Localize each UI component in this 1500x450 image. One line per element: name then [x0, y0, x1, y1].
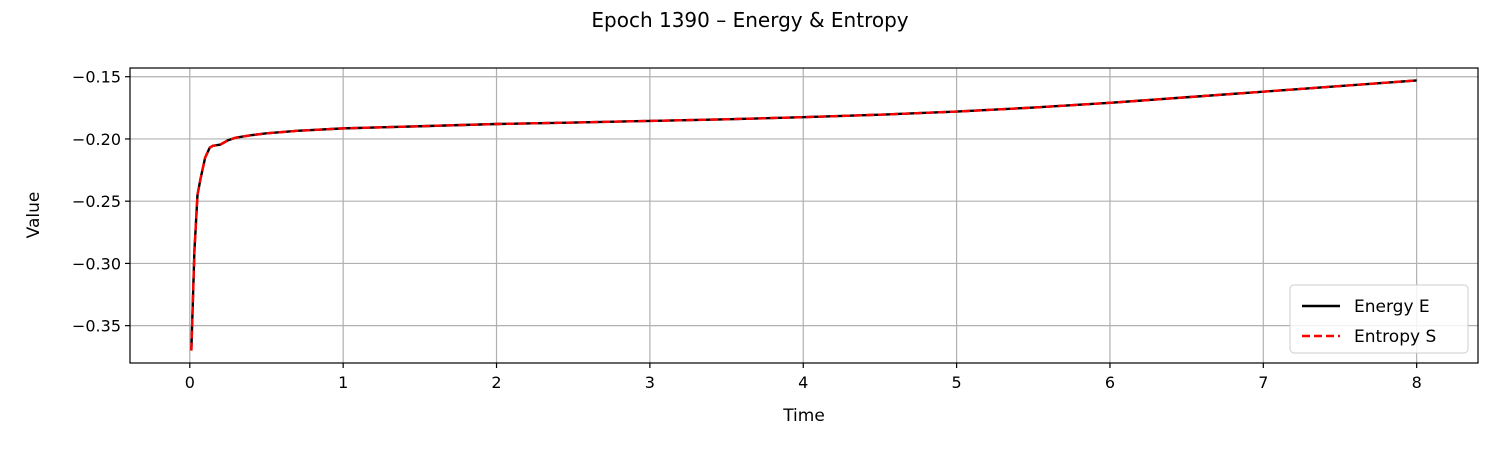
- x-tick-label: 3: [645, 373, 655, 392]
- x-axis-label: Time: [782, 406, 825, 426]
- x-tick-label: 1: [338, 373, 348, 392]
- x-tick-label: 8: [1412, 373, 1422, 392]
- y-tick-label: −0.30: [72, 254, 121, 273]
- chart-title: Epoch 1390 – Energy & Entropy: [591, 8, 908, 32]
- legend-box: [1289, 284, 1469, 354]
- legend-label: Energy E: [1354, 297, 1430, 317]
- series-line-entropy: [190, 79, 1417, 351]
- legend: Energy E Entropy S: [1289, 284, 1469, 354]
- x-tick-label: 7: [1258, 373, 1268, 392]
- series-layer: [190, 79, 1417, 351]
- plot-frame: [129, 67, 1479, 364]
- y-axis-label: Value: [24, 192, 44, 239]
- grid: [130, 68, 1478, 363]
- y-tick-label: −0.15: [72, 68, 121, 87]
- legend-label: Entropy S: [1354, 327, 1436, 347]
- x-tick-label: 4: [798, 373, 808, 392]
- x-tick-label: 6: [1105, 373, 1115, 392]
- x-tick-label: 0: [185, 373, 195, 392]
- y-tick-label: −0.25: [72, 192, 121, 211]
- x-tick-label: 2: [491, 373, 501, 392]
- x-tick-label: 5: [951, 373, 961, 392]
- y-tick-label: −0.20: [72, 130, 121, 149]
- y-tick-label: −0.35: [72, 317, 121, 336]
- ticks: 0 1 2 3 4 5 6 7 8 −0.35 −0.30 −0.25 −0.20 −0.15: [72, 68, 1422, 392]
